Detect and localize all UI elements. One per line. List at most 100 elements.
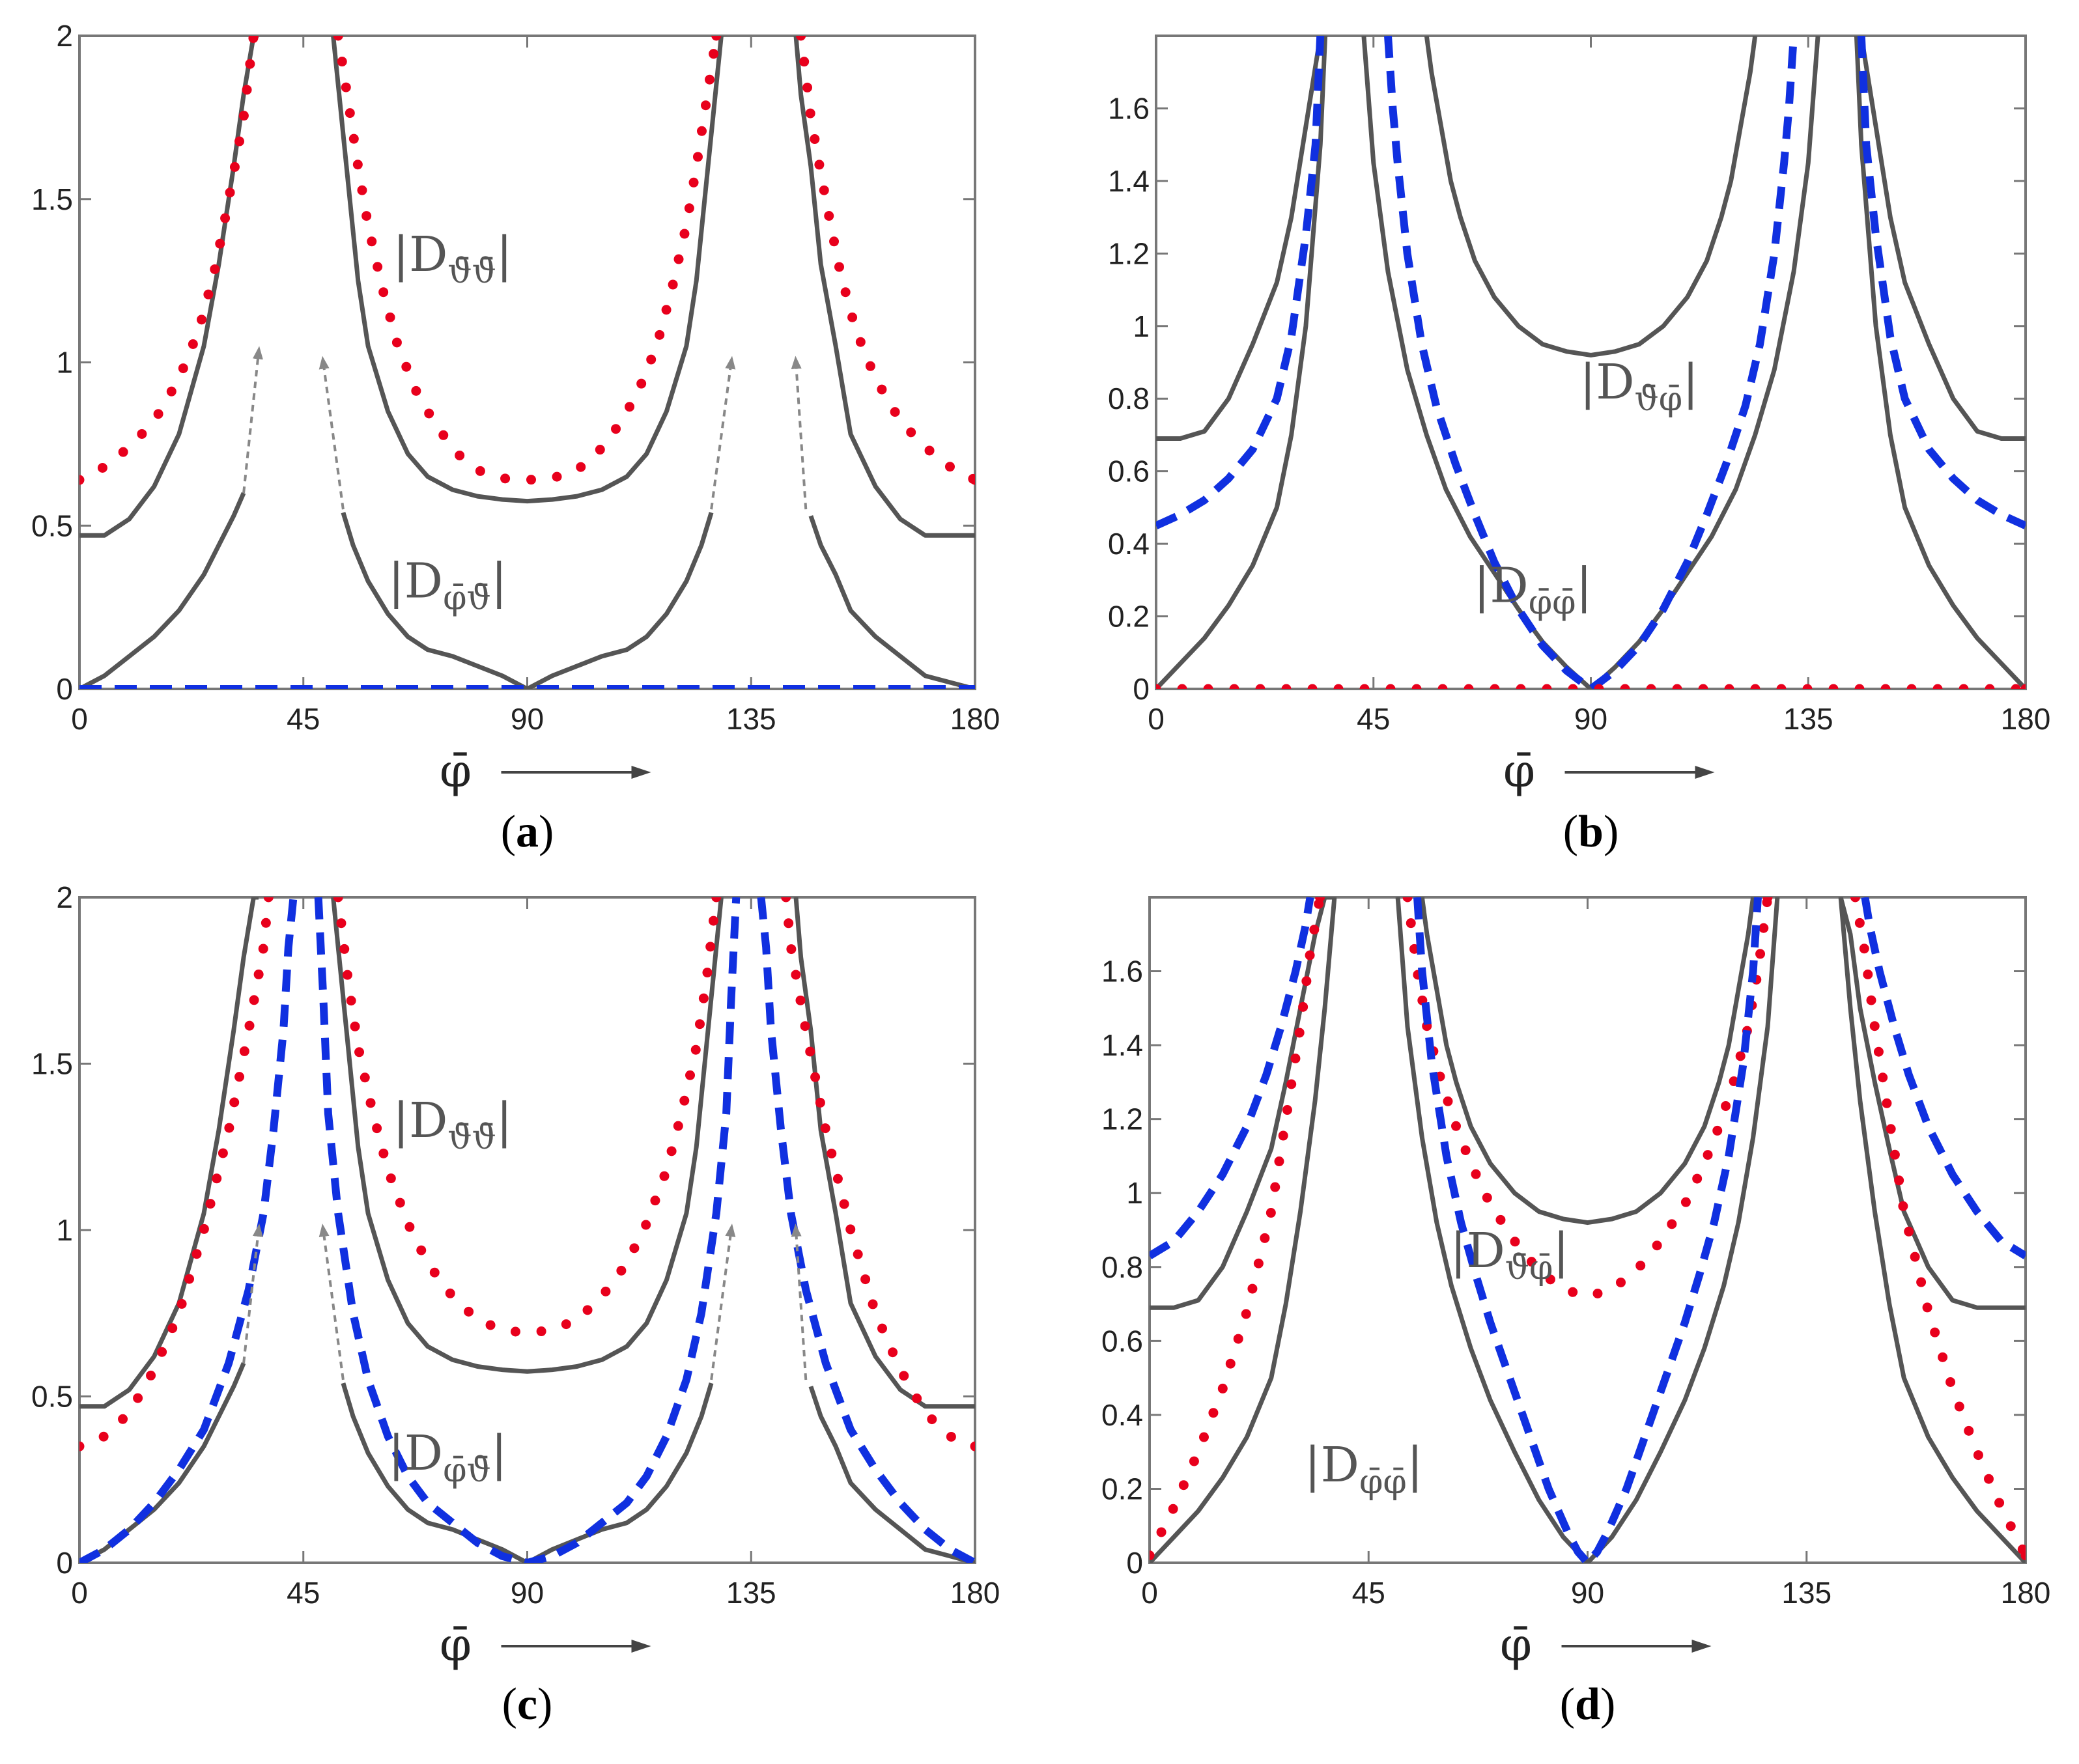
extrapolation-arrow	[791, 1224, 808, 1380]
annotation-subscript: ϑ̄φ̄	[1635, 380, 1683, 419]
dotted-series-point	[1516, 684, 1526, 689]
dotted-series-point	[1178, 1480, 1189, 1491]
y-tick-label: 1	[56, 1213, 73, 1247]
dotted-series-point	[912, 1393, 922, 1404]
dotted-series-point	[1680, 1197, 1691, 1207]
dotted-series-point	[1225, 1358, 1236, 1369]
dotted-series-point	[357, 185, 367, 195]
dotted-series-point	[1437, 684, 1448, 689]
dotted-series-point	[805, 1046, 815, 1057]
dotted-series-point	[1542, 684, 1552, 689]
dotted-series-point	[668, 279, 678, 290]
dotted-series-point	[378, 1148, 389, 1158]
dotted-series-point	[339, 944, 350, 954]
dotted-series-point	[1735, 1051, 1746, 1061]
dotted-series-point	[832, 1173, 843, 1184]
dotted-series-point	[2020, 1550, 2026, 1561]
dotted-series-point	[157, 1347, 167, 1357]
x-axis-arrowhead	[631, 1640, 651, 1653]
dotted-series-point	[906, 427, 916, 438]
dotted-series-point	[855, 337, 866, 347]
dotted-series-point	[346, 996, 356, 1006]
solid-series-line	[808, 1386, 975, 1563]
dotted-series-point	[1290, 1053, 1301, 1063]
solid-series-line	[1150, 897, 1337, 1563]
dotted-series-point	[1177, 684, 1187, 689]
dotted-series-point	[234, 136, 245, 147]
dotted-series-point	[646, 354, 657, 365]
dotted-series-point	[261, 917, 271, 928]
dotted-series-point	[702, 968, 713, 978]
dotted-series-point	[360, 1072, 370, 1083]
solid-series-line	[1424, 36, 1758, 357]
dotted-series-point	[582, 1305, 593, 1315]
dotted-series-point	[500, 473, 511, 484]
dotted-series-point	[1802, 684, 1813, 689]
dotted-series-point	[191, 1249, 202, 1259]
dotted-series-point	[229, 161, 240, 172]
dotted-series-point	[188, 339, 198, 350]
x-tick-label: 180	[2001, 702, 2051, 736]
dotted-series-point	[1882, 1098, 1892, 1108]
extrapolation-arrow	[710, 1224, 736, 1380]
dotted-series-point	[1721, 1101, 1731, 1112]
dotted-series-point	[705, 74, 715, 85]
dotted-series-point	[814, 160, 825, 170]
curve-annotation: |Dϑ̄ϑ̄|	[393, 1093, 513, 1157]
x-tick-label: 45	[1357, 702, 1390, 736]
dotted-series-point	[834, 262, 844, 272]
dotted-series-point	[636, 378, 647, 389]
dotted-series-point	[244, 1020, 255, 1031]
solid-series-line	[1150, 897, 1335, 1310]
annotation-main: |D	[1579, 354, 1634, 410]
panel-caption: (a)	[501, 807, 554, 857]
dotted-series-point	[1985, 684, 1995, 689]
dotted-series-point	[840, 287, 851, 298]
dotted-series-point	[464, 1306, 474, 1317]
x-tick-label: 45	[1352, 1576, 1385, 1610]
dotted-series-point	[352, 160, 363, 170]
x-tick-label: 0	[1141, 1576, 1158, 1610]
dotted-series-point	[1755, 949, 1766, 959]
dotted-series-point	[1646, 684, 1656, 689]
dotted-series-point	[946, 1431, 956, 1442]
dotted-series-point	[1863, 969, 1873, 979]
dotted-series-point	[1667, 1219, 1677, 1229]
dotted-series-point	[184, 1274, 195, 1284]
dotted-series-point	[650, 1196, 660, 1206]
dotted-series-point	[445, 1288, 455, 1298]
annotation-subscript: ϑ̄φ̄	[1505, 1248, 1553, 1287]
dotted-series-point	[98, 1431, 109, 1442]
annotation-main: |D	[1450, 1223, 1505, 1279]
dotted-series-point	[1886, 1124, 1896, 1134]
panel-letter: d	[1575, 1679, 1600, 1729]
solid-series-line	[331, 897, 724, 1374]
dotted-series-point	[212, 1173, 222, 1184]
dotted-series-point	[696, 126, 707, 136]
dotted-series-point	[391, 337, 402, 348]
plot-area	[79, 36, 975, 689]
dotted-series-point	[673, 254, 684, 264]
x-tick-label: 45	[287, 702, 320, 736]
dotted-series-point	[819, 185, 829, 195]
solid-series-line	[1838, 897, 2026, 1310]
dotted-series-point	[97, 462, 107, 473]
dotted-series-point	[1229, 684, 1239, 689]
dotted-series-point	[1898, 1201, 1908, 1211]
annotation-subscript: φ̄ϑ̄	[443, 1451, 491, 1490]
dotted-series-point	[1703, 1150, 1713, 1160]
dotted-series-point	[1305, 950, 1315, 960]
x-tick-label: 180	[950, 702, 1000, 736]
plot-frame	[1148, 896, 2027, 1564]
dotted-series-point	[205, 1199, 216, 1209]
solid-series-line	[79, 897, 259, 1409]
x-tick-label: 135	[726, 702, 776, 736]
solid-series-line	[1395, 897, 1590, 1563]
panel-d: 0 45 90 135 18000.20.40.60.811.21.41.6φ̄|Dϑ̄…	[1101, 896, 2050, 1729]
dashed-series-line	[757, 897, 975, 1563]
dotted-series-point	[701, 100, 711, 111]
dotted-series-point	[1253, 1258, 1264, 1268]
extrapolation-arrow	[242, 346, 263, 494]
dotted-series-point	[1307, 684, 1318, 689]
dotted-series-point	[1776, 684, 1787, 689]
